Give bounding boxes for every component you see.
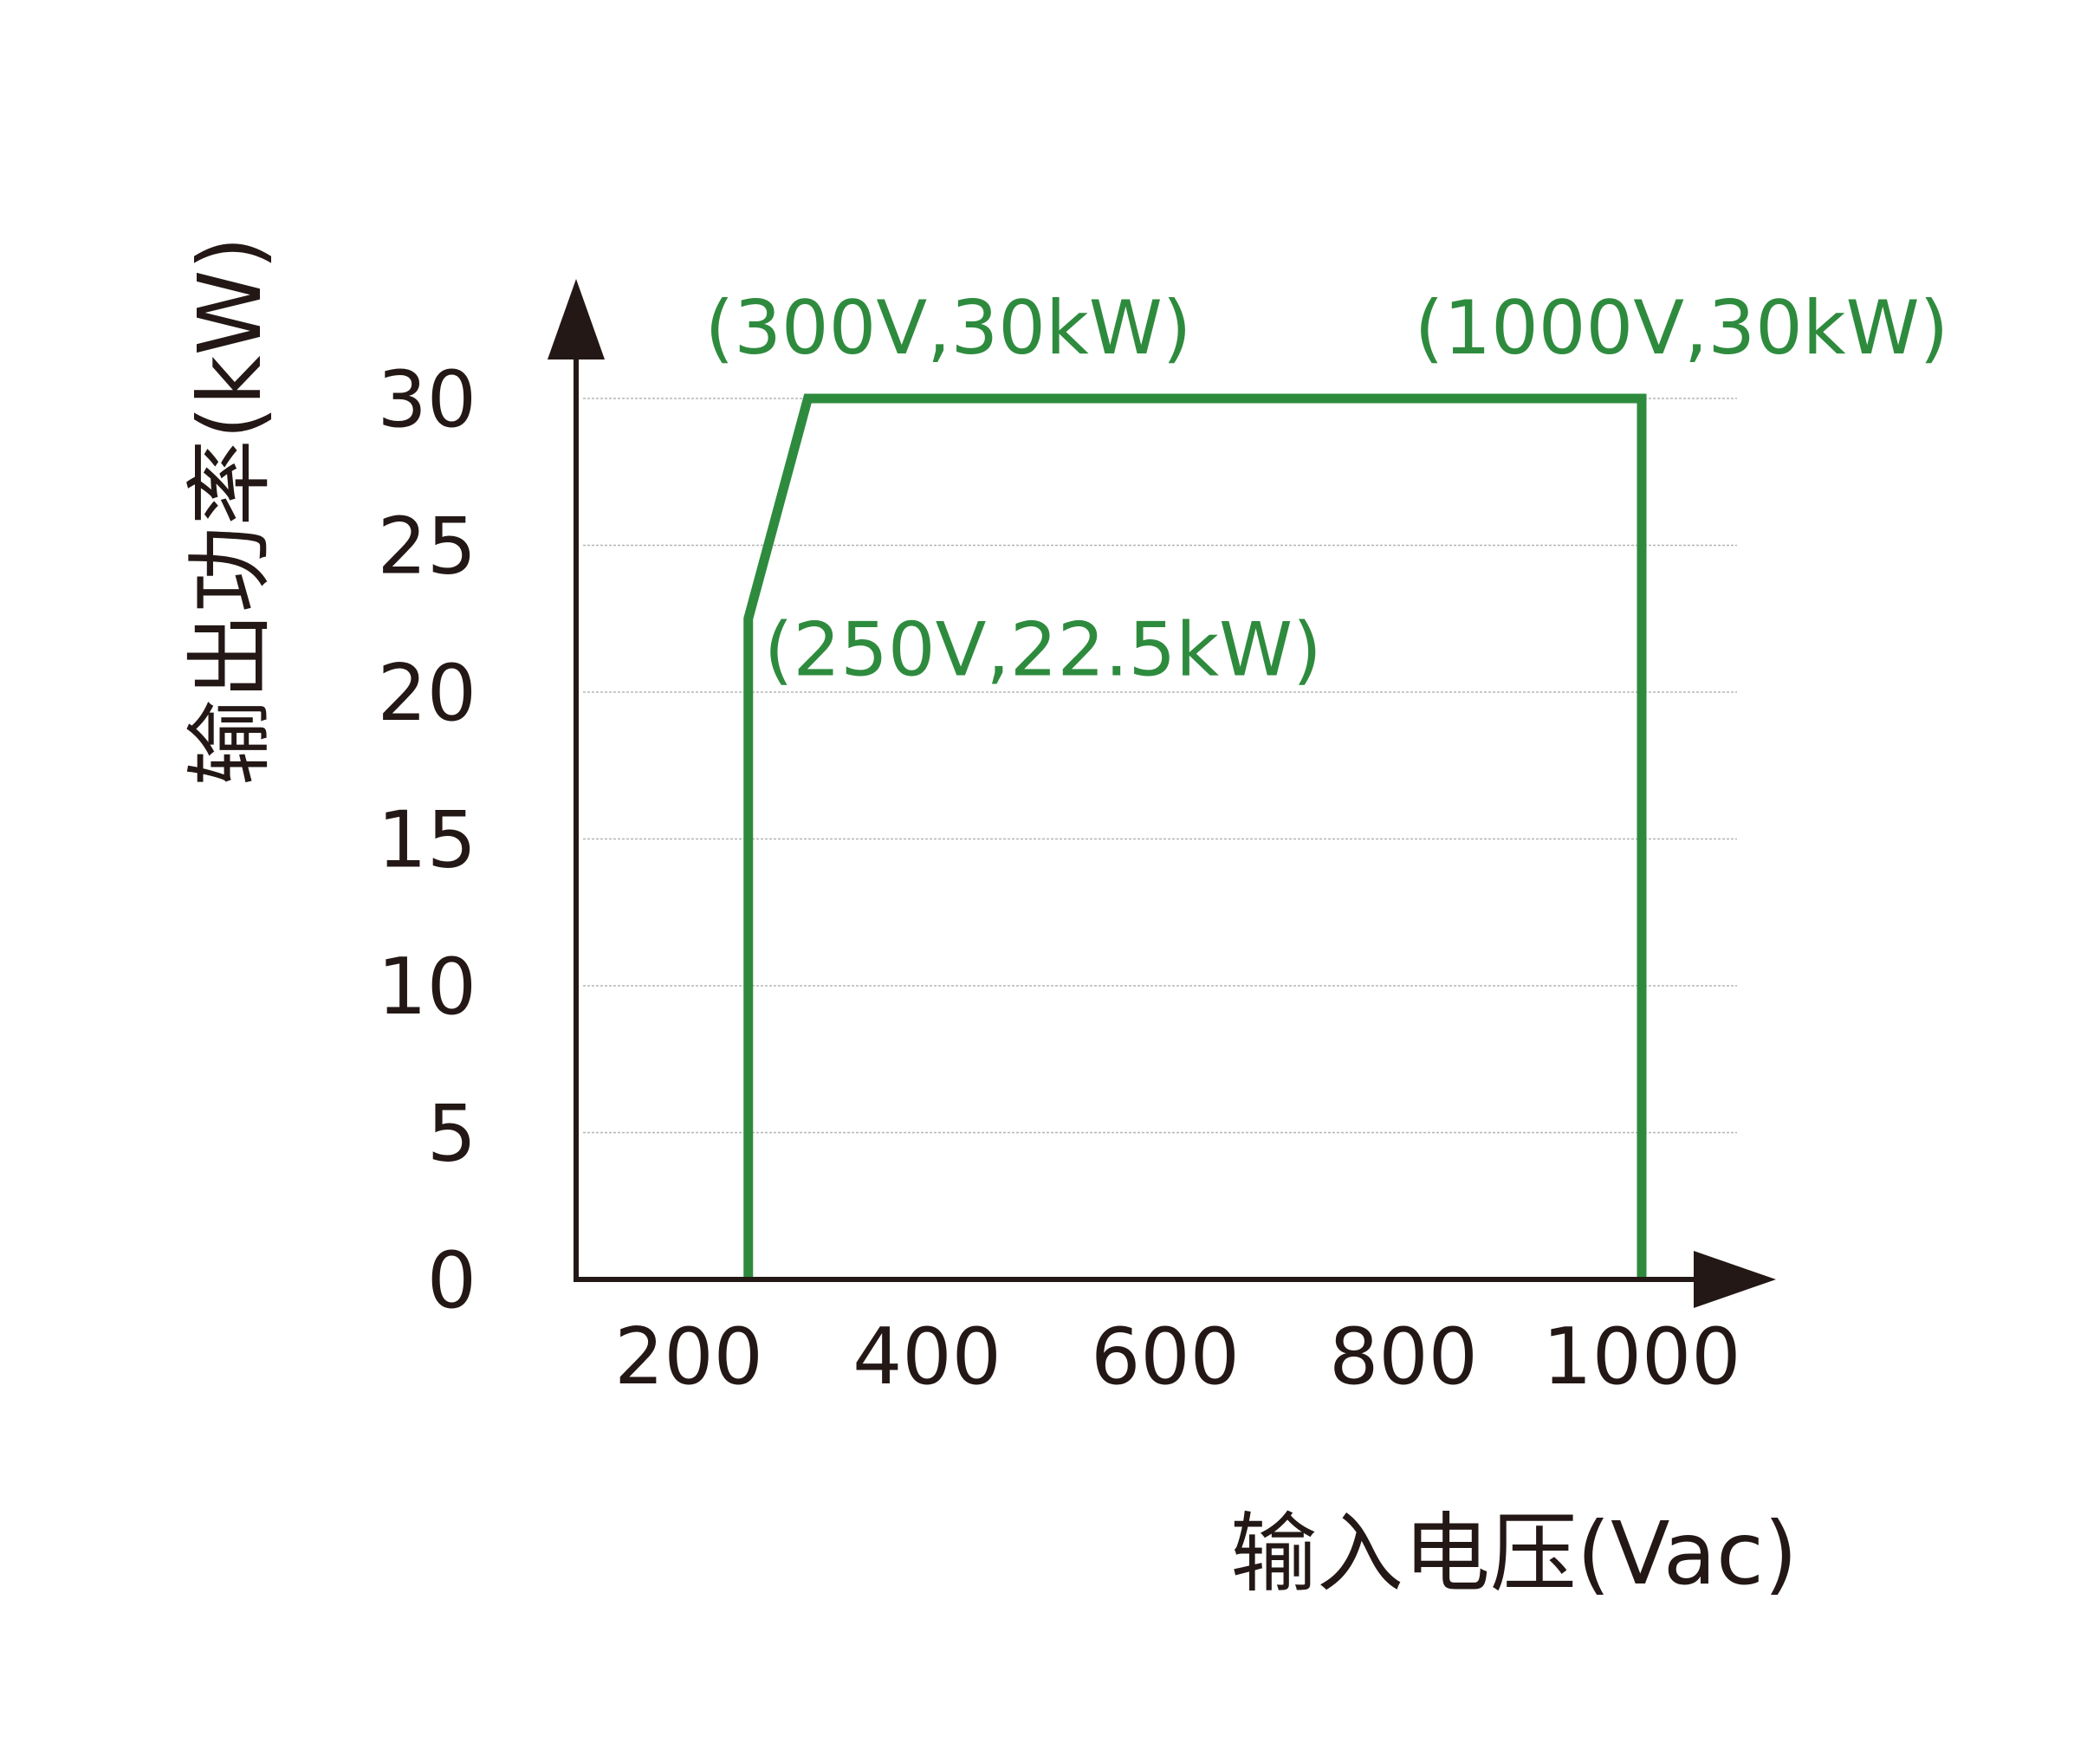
series-line-0 [743,393,1647,1279]
y-axis-arrow [548,279,605,359]
y-tick-label-0: 0 [427,1235,476,1326]
grid-layer [583,398,1737,1134]
y-tick-label-15: 15 [377,795,476,886]
x-tick-label-600: 600 [1091,1311,1240,1402]
y-tick-label-10: 10 [377,942,476,1033]
annotation-layer: (300V,30kW) (1000V,30kW) (250V,22.5kW) [705,285,1949,693]
x-tick-label-800: 800 [1329,1311,1478,1402]
axis-layer [548,279,1776,1308]
tick-layer: 0 5 10 15 20 25 30 200 400 600 800 1000 [377,354,1740,1402]
y-tick-label-25: 25 [377,502,476,593]
data-label-0: (300V,30kW) [705,285,1192,372]
data-label-2: (250V,22.5kW) [764,606,1322,693]
y-tick-label-20: 20 [377,648,476,739]
x-axis-label: 输入电压(Vac) [1230,1503,1798,1604]
y-tick-label-30: 30 [377,354,476,445]
series-layer [743,393,1647,1279]
data-label-1: (1000V,30kW) [1415,285,1948,372]
y-tick-label-5: 5 [427,1089,476,1180]
y-axis-label: 输出功率(kW) [179,236,281,787]
x-tick-label-400: 400 [852,1311,1001,1402]
x-tick-label-1000: 1000 [1542,1311,1740,1402]
x-tick-label-200: 200 [614,1311,763,1402]
x-axis-arrow [1694,1251,1776,1308]
